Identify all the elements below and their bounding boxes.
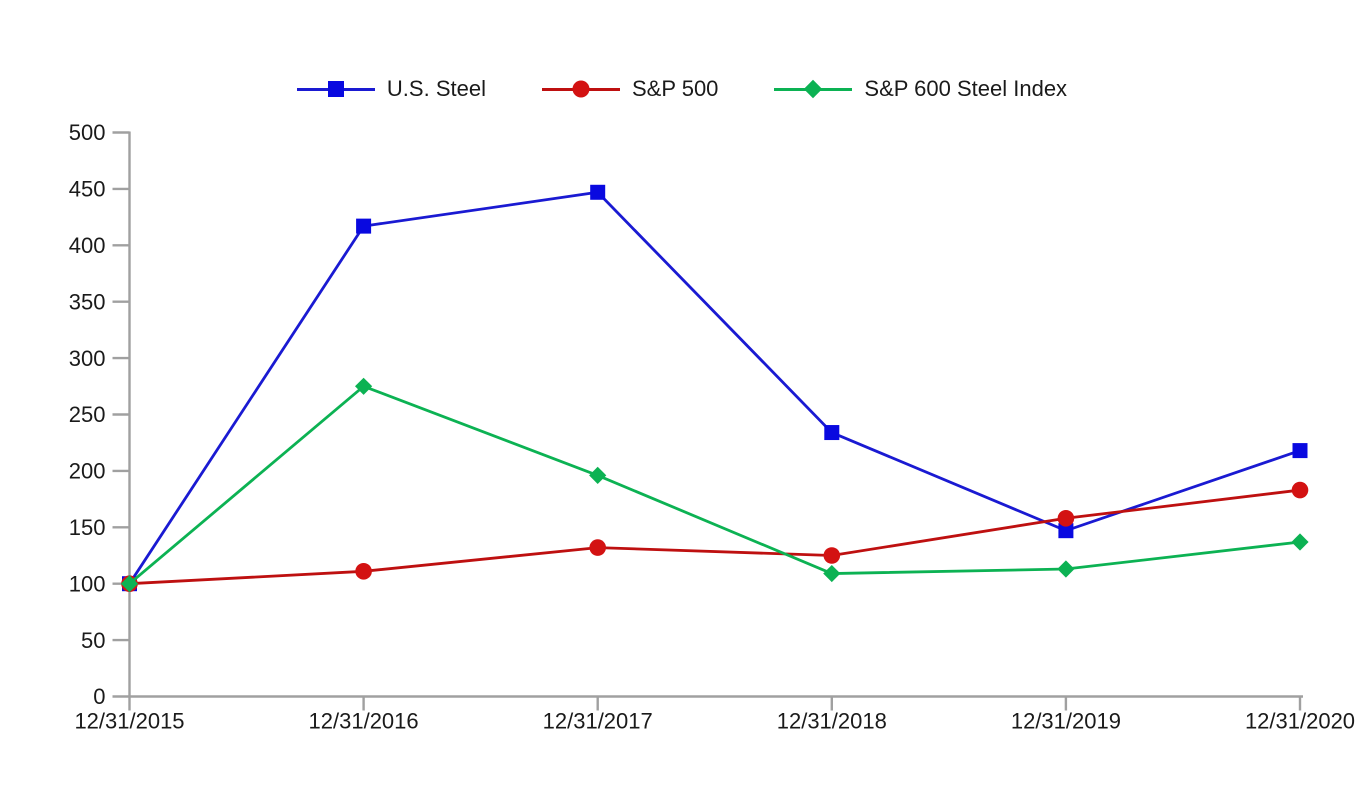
y-tick-label: 350 [69, 289, 106, 314]
data-point-s-p-600-steel-index [1057, 560, 1075, 578]
x-tick-label: 12/31/2018 [777, 709, 887, 734]
y-tick-label: 100 [69, 571, 106, 596]
data-point-s-p-600-steel-index [823, 564, 841, 583]
series-line-s-p-500 [129, 488, 1301, 586]
data-point-u-s-steel [590, 184, 606, 200]
data-point-s-p-600-steel-index [120, 575, 139, 593]
data-point-u-s-steel [1292, 443, 1308, 459]
y-tick-label: 400 [69, 233, 106, 258]
data-point-u-s-steel [1058, 523, 1074, 539]
y-tick-label: 50 [81, 628, 105, 653]
data-point-s-p-500 [355, 562, 372, 580]
data-point-s-p-500 [589, 539, 606, 556]
y-tick-label: 0 [93, 684, 105, 709]
y-tick-label: 150 [69, 515, 106, 540]
x-tick-label: 12/31/2019 [1011, 709, 1121, 734]
data-point-u-s-steel [824, 425, 840, 441]
data-point-s-p-600-steel-index [1291, 533, 1309, 551]
data-point-u-s-steel [356, 218, 372, 234]
data-point-s-p-500 [1057, 509, 1075, 527]
y-tick-label: 200 [69, 459, 106, 484]
x-tick-label: 12/31/2015 [74, 709, 184, 734]
x-tick-label: 12/31/2016 [309, 709, 419, 734]
x-tick-label: 12/31/2020 [1245, 709, 1355, 734]
series-line-u-s-steel [128, 190, 1301, 585]
y-tick-label: 250 [69, 402, 106, 427]
data-point-s-p-600-steel-index [355, 377, 373, 395]
y-tick-label: 450 [69, 177, 106, 202]
series-line-s-p-600-steel-index [128, 384, 1301, 585]
data-point-s-p-500 [823, 547, 841, 564]
x-tick-label: 12/31/2017 [543, 709, 653, 734]
y-tick-label: 300 [69, 346, 106, 371]
y-tick-label: 500 [69, 120, 106, 145]
data-point-s-p-500 [1291, 481, 1309, 499]
data-point-s-p-600-steel-index [589, 466, 607, 485]
